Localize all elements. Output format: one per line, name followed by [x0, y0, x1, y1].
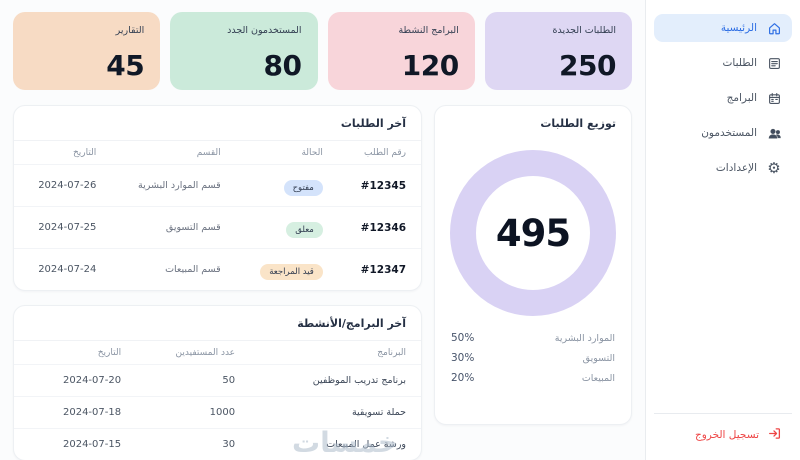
latest-requests-card: آخر الطلبات رقم الطلب الحالة القسم التار…	[13, 105, 422, 291]
logout-button[interactable]: تسجيل الخروج	[654, 413, 792, 446]
sidebar-item-requests[interactable]: الطلبات	[654, 49, 792, 77]
requests-list-icon	[766, 55, 782, 71]
column-header: القسم	[196, 148, 221, 158]
department: قسم الموارد البشرية	[111, 164, 236, 207]
date: 2024-07-20	[14, 364, 137, 397]
stat-label: التقارير	[115, 25, 145, 36]
sidebar-item-users[interactable]: المستخدمون	[654, 119, 792, 147]
card-title: توزيع الطلبات	[540, 117, 616, 130]
stat-value: 250	[559, 49, 616, 82]
card-title: آخر الطلبات	[14, 106, 421, 141]
main-content: الطلبات الجديدة 250 البرامج النشطة 120 ا…	[13, 12, 632, 460]
stat-label: البرامج النشطة	[398, 25, 459, 36]
stat-card-new-users: المستخدمون الجدد 80	[170, 12, 318, 90]
department: قسم المبيعات	[111, 248, 236, 290]
request-id: #12345	[337, 164, 421, 207]
stat-label: المستخدمون الجدد	[227, 25, 302, 36]
column-header: التاريخ	[72, 148, 97, 158]
sidebar: الرئيسية الطلبات البرامج	[645, 0, 800, 460]
request-id: #12347	[337, 248, 421, 290]
stat-value: 80	[263, 49, 302, 82]
sidebar-item-programs[interactable]: البرامج	[654, 84, 792, 112]
table-row: برنامج تدريب الموظفين 50 2024-07-20	[14, 364, 421, 397]
requests-distribution-card: توزيع الطلبات 495 الموارد البشرية 50% ال…	[434, 105, 632, 425]
legend-item: الموارد البشرية 50%	[451, 332, 615, 344]
users-icon	[766, 125, 782, 141]
logout-icon	[767, 426, 782, 444]
latest-programs-card: آخر البرامج/الأنشطة البرنامج عدد المستفي…	[13, 305, 422, 460]
tables-column: آخر الطلبات رقم الطلب الحالة القسم التار…	[13, 105, 422, 460]
donut-total: 495	[495, 211, 571, 255]
stats-row: الطلبات الجديدة 250 البرامج النشطة 120 ا…	[13, 12, 632, 90]
chart-legend: الموارد البشرية 50% التسويق 30% المبيعات…	[451, 332, 615, 384]
sidebar-item-label: البرامج	[726, 92, 757, 104]
date: 2024-07-15	[14, 428, 137, 460]
stat-card-new-requests: الطلبات الجديدة 250	[484, 12, 632, 90]
stat-label: الطلبات الجديدة	[552, 25, 616, 36]
programs-table: البرنامج عدد المستفيدين التاريخ برنامج ت…	[14, 341, 421, 460]
column-header: رقم الطلب	[364, 148, 406, 158]
date: 2024-07-24	[14, 248, 112, 290]
stat-card-reports: التقارير 45	[13, 12, 161, 90]
sidebar-item-label: الإعدادات	[715, 162, 757, 174]
calendar-icon	[766, 90, 782, 106]
table-row: ورشة عمل المبيعات 30 2024-07-15	[14, 428, 421, 460]
card-title: آخر البرامج/الأنشطة	[14, 306, 421, 341]
home-icon	[766, 20, 782, 36]
program-name: برنامج تدريب الموظفين	[250, 364, 421, 397]
program-name: ورشة عمل المبيعات	[250, 428, 421, 460]
sidebar-item-label: الطلبات	[722, 57, 757, 69]
gear-icon: ⚙	[767, 158, 781, 177]
status-badge: معلق	[286, 222, 323, 238]
status-badge: مفتوح	[283, 180, 323, 196]
beneficiaries-count: 1000	[136, 396, 251, 429]
status-badge: قيد المراجعة	[260, 264, 323, 280]
table-row: #12346 معلق قسم التسويق 2024-07-25	[14, 206, 421, 249]
sidebar-item-settings[interactable]: ⚙ الإعدادات	[654, 154, 792, 182]
column-header: التاريخ	[97, 348, 122, 358]
request-id: #12346	[337, 206, 421, 249]
table-row: حملة تسويقية 1000 2024-07-18	[14, 396, 421, 429]
beneficiaries-count: 50	[136, 364, 251, 397]
sidebar-item-home[interactable]: الرئيسية	[654, 14, 792, 42]
date: 2024-07-26	[14, 164, 112, 207]
stat-card-active-programs: البرامج النشطة 120	[327, 12, 475, 90]
date: 2024-07-25	[14, 206, 112, 249]
column-header: البرنامج	[377, 348, 406, 358]
column-header: عدد المستفيدين	[175, 348, 236, 358]
beneficiaries-count: 30	[136, 428, 251, 460]
donut-chart: 495	[450, 150, 616, 316]
sidebar-nav: الرئيسية الطلبات البرامج	[654, 14, 792, 413]
program-name: حملة تسويقية	[250, 396, 421, 429]
stat-value: 120	[401, 49, 459, 82]
department: قسم التسويق	[111, 206, 236, 249]
legend-item: التسويق 30%	[451, 352, 615, 364]
stat-value: 45	[106, 49, 145, 82]
sidebar-item-label: المستخدمون	[701, 127, 757, 139]
table-row: #12347 قيد المراجعة قسم المبيعات 2024-07…	[14, 248, 421, 290]
logout-label: تسجيل الخروج	[694, 429, 759, 441]
table-row: #12345 مفتوح قسم الموارد البشرية 2024-07…	[14, 164, 421, 207]
column-header: الحالة	[301, 148, 323, 158]
date: 2024-07-18	[14, 396, 137, 429]
content-row: توزيع الطلبات 495 الموارد البشرية 50% ال…	[13, 105, 632, 460]
sidebar-item-label: الرئيسية	[720, 22, 757, 34]
legend-item: المبيعات 20%	[451, 372, 615, 384]
requests-table: رقم الطلب الحالة القسم التاريخ #12345 مف…	[14, 141, 421, 290]
